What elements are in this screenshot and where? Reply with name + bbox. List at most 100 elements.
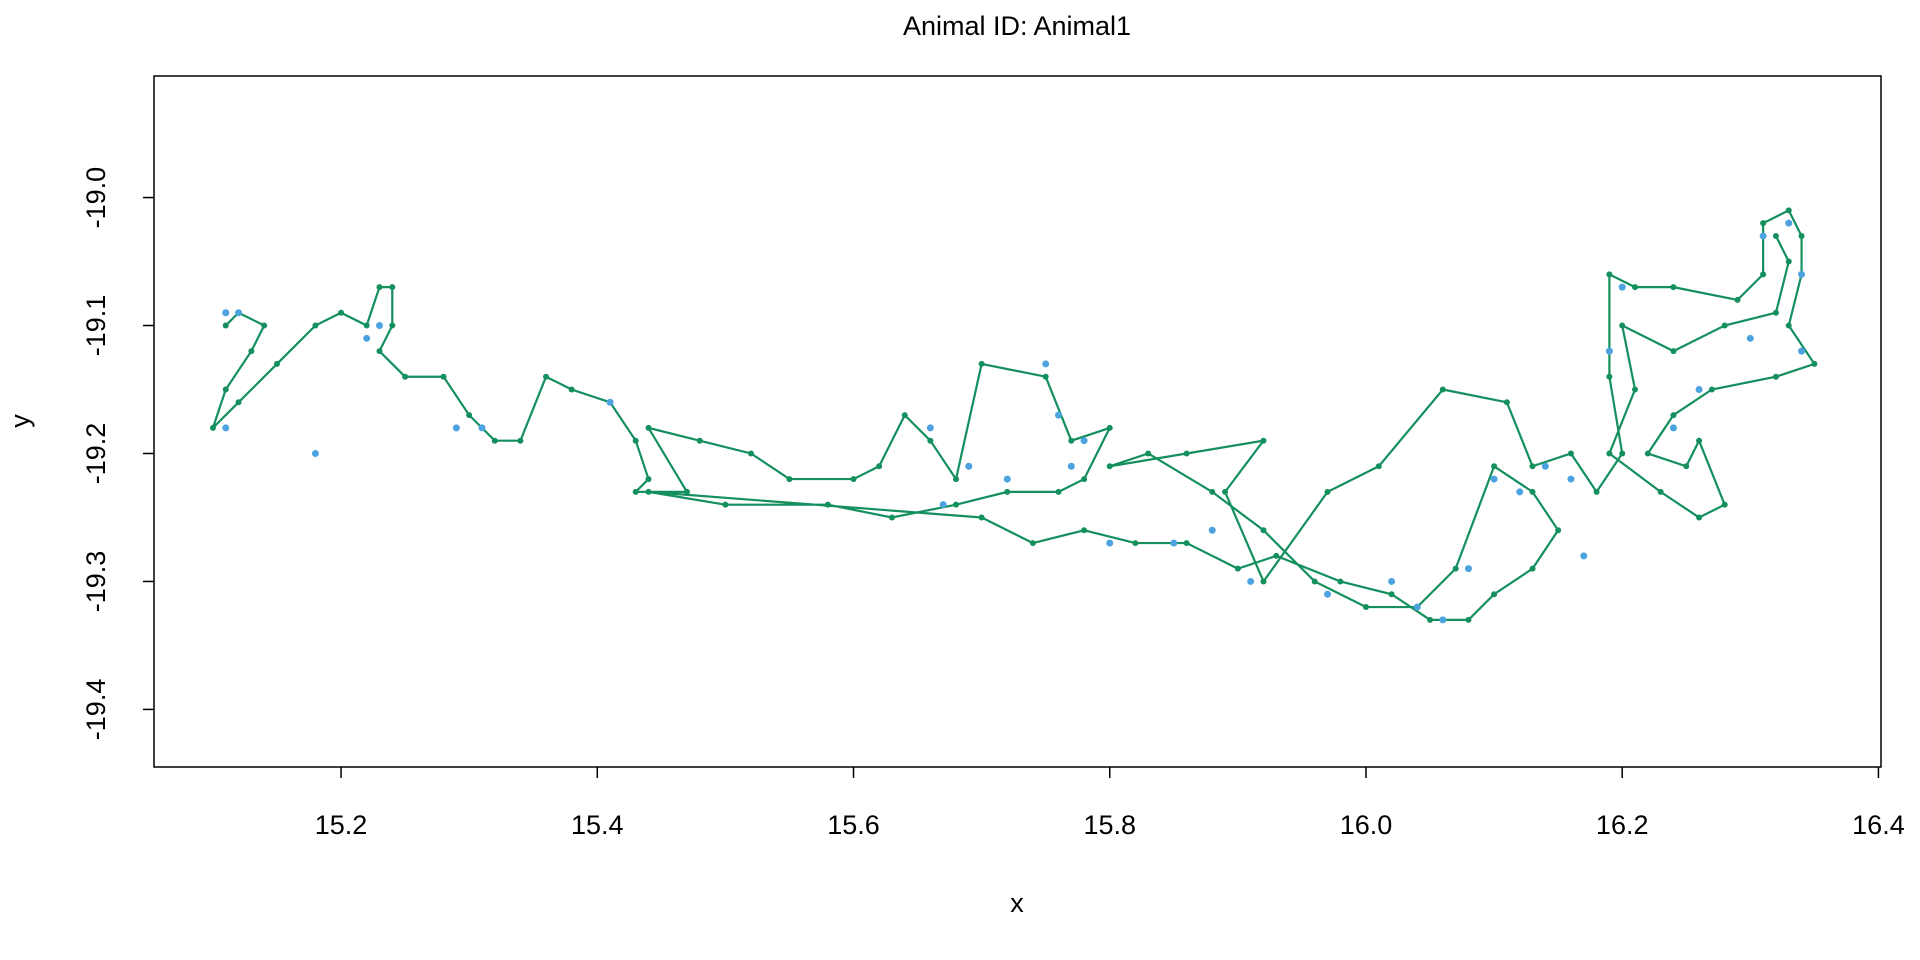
point bbox=[1516, 488, 1524, 496]
track-point bbox=[1696, 514, 1703, 521]
track-point bbox=[953, 501, 960, 508]
point bbox=[1580, 552, 1588, 560]
track-point bbox=[568, 386, 575, 393]
track-point bbox=[1183, 450, 1190, 457]
track-point bbox=[338, 309, 345, 316]
track-point bbox=[1593, 488, 1600, 495]
track-point bbox=[1721, 501, 1728, 508]
point bbox=[1106, 539, 1114, 547]
point bbox=[1541, 462, 1549, 470]
track-point bbox=[222, 322, 229, 329]
track-point bbox=[1324, 488, 1331, 495]
point bbox=[235, 309, 243, 317]
track-point bbox=[1657, 488, 1664, 495]
track-point bbox=[1760, 220, 1767, 227]
y-tick-label: -19.1 bbox=[81, 295, 111, 357]
point bbox=[1003, 475, 1011, 483]
track-point bbox=[1619, 322, 1626, 329]
track-point bbox=[850, 476, 857, 483]
track-point bbox=[888, 514, 895, 521]
track-point bbox=[1362, 604, 1369, 611]
track-point bbox=[1427, 616, 1434, 623]
track-point bbox=[1337, 578, 1344, 585]
track-point bbox=[1081, 527, 1088, 534]
track-point bbox=[748, 450, 755, 457]
track-point bbox=[1004, 488, 1011, 495]
point bbox=[1247, 577, 1255, 585]
track-point bbox=[1734, 296, 1741, 303]
track-point bbox=[1234, 565, 1241, 572]
track-point bbox=[1491, 463, 1498, 470]
point bbox=[1208, 526, 1216, 534]
track-point bbox=[1606, 271, 1613, 278]
track-point bbox=[1670, 284, 1677, 291]
point bbox=[452, 424, 460, 432]
track-point bbox=[363, 322, 370, 329]
point bbox=[1618, 283, 1626, 291]
track-point bbox=[1529, 488, 1536, 495]
x-tick-label: 16.4 bbox=[1852, 810, 1905, 840]
track-point bbox=[1772, 309, 1779, 316]
track-point bbox=[1632, 386, 1639, 393]
track-point bbox=[1311, 578, 1318, 585]
track-point bbox=[1491, 591, 1498, 598]
track-point bbox=[1042, 373, 1049, 380]
track-point bbox=[1068, 437, 1075, 444]
point bbox=[1798, 347, 1806, 355]
track-point bbox=[1708, 386, 1715, 393]
point bbox=[1388, 577, 1396, 585]
track-point bbox=[1683, 463, 1690, 470]
point bbox=[1605, 347, 1613, 355]
track-point bbox=[1606, 450, 1613, 457]
x-tick-label: 15.6 bbox=[827, 810, 880, 840]
track-point bbox=[1670, 412, 1677, 419]
chart-title: Animal ID: Animal1 bbox=[903, 11, 1131, 41]
track-point bbox=[1529, 565, 1536, 572]
track-point bbox=[1772, 232, 1779, 239]
track-point bbox=[466, 412, 473, 419]
point bbox=[1695, 386, 1703, 394]
track-point bbox=[1644, 450, 1651, 457]
track-point bbox=[1106, 424, 1113, 431]
track-point bbox=[440, 373, 447, 380]
point bbox=[1170, 539, 1178, 547]
track-point bbox=[222, 386, 229, 393]
track-point bbox=[1452, 565, 1459, 572]
track-point bbox=[901, 412, 908, 419]
track-point bbox=[953, 476, 960, 483]
track-point bbox=[491, 437, 498, 444]
track-point bbox=[645, 476, 652, 483]
track-point bbox=[1260, 527, 1267, 534]
point bbox=[965, 462, 973, 470]
track-point bbox=[1081, 476, 1088, 483]
point bbox=[1080, 437, 1088, 445]
track-point bbox=[632, 437, 639, 444]
track-point bbox=[1785, 322, 1792, 329]
track-point bbox=[1785, 258, 1792, 265]
track-point bbox=[978, 514, 985, 521]
track-point bbox=[1760, 271, 1767, 278]
point bbox=[1413, 603, 1421, 611]
track-point bbox=[1670, 348, 1677, 355]
point bbox=[1785, 219, 1793, 227]
y-tick-label: -19.4 bbox=[81, 679, 111, 741]
track-point bbox=[517, 437, 524, 444]
track-point bbox=[1785, 207, 1792, 214]
point bbox=[606, 398, 614, 406]
track-point bbox=[696, 437, 703, 444]
track-point bbox=[1811, 360, 1818, 367]
track-point bbox=[273, 360, 280, 367]
track-point bbox=[1696, 437, 1703, 444]
track-point bbox=[978, 360, 985, 367]
track-point bbox=[1503, 399, 1510, 406]
track-point bbox=[1260, 578, 1267, 585]
point bbox=[1798, 270, 1806, 278]
point bbox=[375, 322, 383, 330]
track-point bbox=[1132, 540, 1139, 547]
x-tick-label: 15.4 bbox=[571, 810, 624, 840]
plot-frame bbox=[153, 75, 1882, 768]
x-axis-label: x bbox=[1010, 888, 1024, 918]
y-tick-label: -19.0 bbox=[81, 167, 111, 229]
track-point bbox=[1798, 232, 1805, 239]
